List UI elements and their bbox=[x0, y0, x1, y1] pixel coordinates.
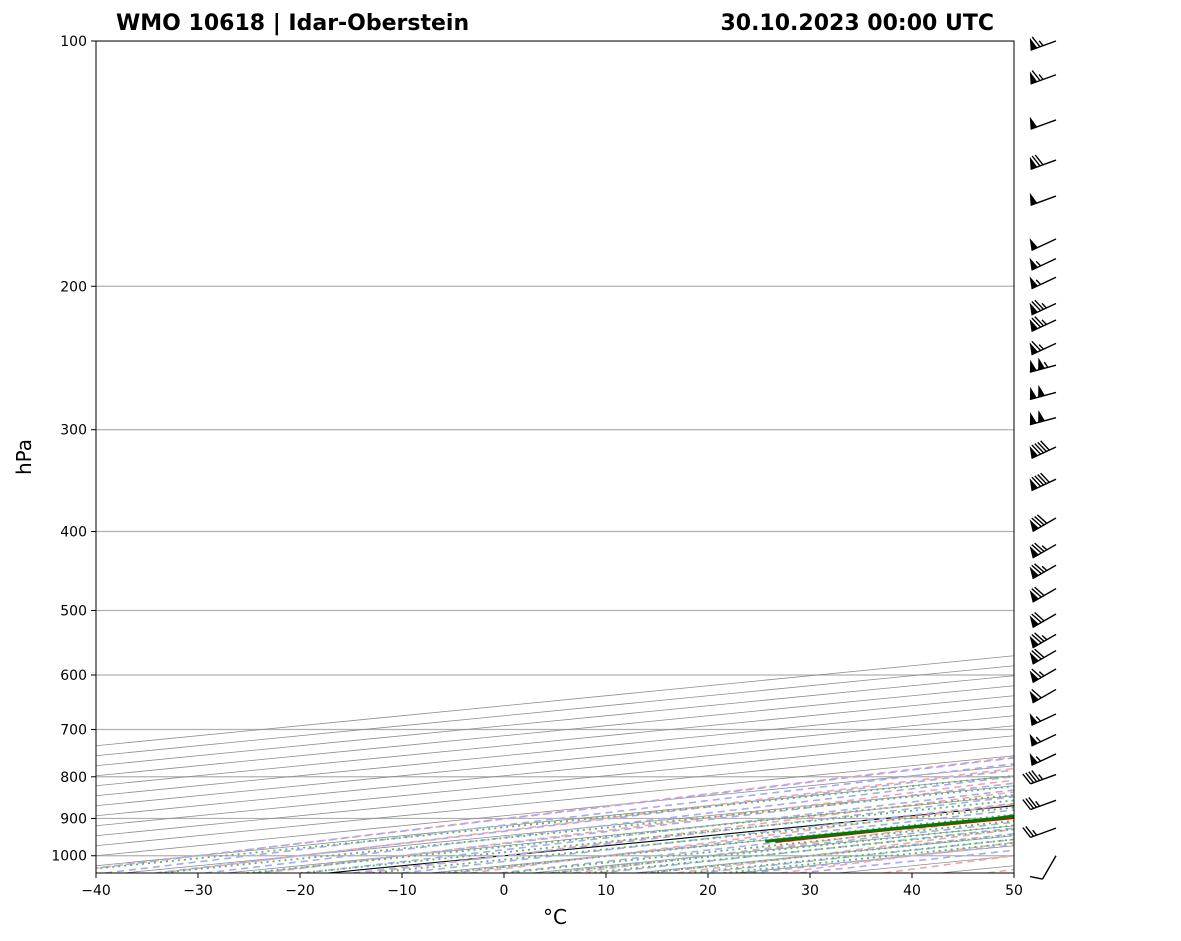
wind-barb bbox=[1029, 357, 1057, 373]
x-tick-label: −30 bbox=[183, 883, 213, 899]
x-tick-label: 10 bbox=[597, 883, 615, 899]
wind-barb bbox=[1029, 586, 1057, 603]
moist-adiabat-line bbox=[155, 769, 1014, 873]
y-tick-label: 800 bbox=[60, 770, 87, 786]
wind-barb bbox=[1022, 770, 1057, 785]
wind-barb bbox=[1029, 70, 1057, 85]
wind-barb bbox=[1029, 632, 1057, 649]
dry-adiabat-line bbox=[160, 767, 1014, 873]
wind-barb bbox=[1029, 563, 1057, 580]
y-tick-label: 100 bbox=[60, 34, 87, 50]
wind-barb bbox=[1029, 340, 1057, 356]
wind-barb bbox=[1029, 472, 1057, 492]
moist-adiabat-line bbox=[96, 757, 1014, 869]
wind-barb bbox=[1029, 316, 1057, 333]
x-tick-label: 30 bbox=[801, 883, 819, 899]
dry-adiabat-line bbox=[987, 868, 1014, 873]
isotherm-line bbox=[96, 725, 1014, 817]
title-datetime: 30.10.2023 00:00 UTC bbox=[720, 11, 994, 36]
isotherm-line bbox=[96, 695, 1014, 787]
y-tick-label: 700 bbox=[60, 723, 87, 739]
wind-barb bbox=[1029, 36, 1057, 51]
wind-barb bbox=[1022, 796, 1057, 811]
mixing-ratio-line bbox=[246, 794, 1014, 873]
moist-adiabat-line bbox=[254, 782, 1014, 873]
plot-background bbox=[96, 41, 1014, 873]
moist-adiabat-line bbox=[353, 795, 1014, 873]
x-tick-label: 50 bbox=[1005, 883, 1023, 899]
wind-barb bbox=[1029, 733, 1057, 747]
plot-frame bbox=[95, 40, 1015, 874]
x-tick-label: 20 bbox=[699, 883, 717, 899]
isotherm-line bbox=[96, 655, 1014, 747]
x-tick-label: 40 bbox=[903, 883, 921, 899]
mixing-ratio-line bbox=[159, 785, 1014, 873]
isotherm-line bbox=[96, 715, 1014, 807]
wind-barb bbox=[1029, 753, 1057, 767]
wind-barb bbox=[1029, 299, 1057, 316]
dry-adiabat-line bbox=[263, 779, 1014, 873]
wind-barb bbox=[1029, 542, 1057, 559]
moist-adiabat-line bbox=[451, 809, 1014, 873]
wind-barb bbox=[1029, 688, 1057, 704]
wind-barb bbox=[1029, 648, 1057, 665]
isotherm-line bbox=[96, 685, 1014, 777]
wind-barb bbox=[1029, 257, 1057, 271]
dry-adiabat-line bbox=[1091, 41, 1181, 873]
wind-barb bbox=[1029, 668, 1057, 684]
wind-barb bbox=[1029, 514, 1057, 533]
wind-barb bbox=[1029, 855, 1057, 880]
wind-barb bbox=[1029, 238, 1057, 252]
wind-barb bbox=[1029, 410, 1057, 426]
title-station: WMO 10618 | Idar-Oberstein bbox=[116, 11, 469, 36]
wind-barb bbox=[1029, 192, 1057, 206]
wind-barb bbox=[1029, 440, 1057, 460]
mixing-ratio-line bbox=[301, 799, 1014, 873]
y-tick-label: 600 bbox=[60, 668, 87, 684]
wind-barb bbox=[1029, 276, 1057, 290]
x-tick-label: 0 bbox=[500, 883, 509, 899]
mixing-ratio-line bbox=[372, 806, 1014, 873]
y-axis-label: hPa bbox=[12, 439, 36, 475]
wind-barb bbox=[1029, 611, 1057, 629]
x-tick-label: −10 bbox=[387, 883, 417, 899]
wind-barb bbox=[1029, 384, 1057, 401]
isotherm-line bbox=[96, 665, 1014, 757]
x-axis-label: °C bbox=[543, 905, 567, 929]
x-tick-label: −40 bbox=[81, 883, 111, 899]
y-tick-label: 900 bbox=[60, 811, 87, 827]
wind-barb bbox=[1029, 116, 1057, 130]
wind-barb bbox=[1029, 713, 1057, 727]
isotherm-line bbox=[96, 705, 1014, 797]
y-tick-label: 1000 bbox=[51, 849, 87, 865]
moist-adiabat-line bbox=[105, 763, 1014, 873]
dry-adiabat-line bbox=[470, 803, 1014, 873]
y-tick-label: 200 bbox=[60, 279, 87, 295]
y-tick-label: 300 bbox=[60, 423, 87, 439]
y-tick-label: 400 bbox=[60, 525, 87, 541]
y-tick-label: 500 bbox=[60, 603, 87, 619]
wind-barb bbox=[1029, 154, 1057, 170]
x-tick-label: −20 bbox=[285, 883, 315, 899]
wind-barb bbox=[1022, 825, 1057, 839]
isotherm-line bbox=[96, 675, 1014, 767]
